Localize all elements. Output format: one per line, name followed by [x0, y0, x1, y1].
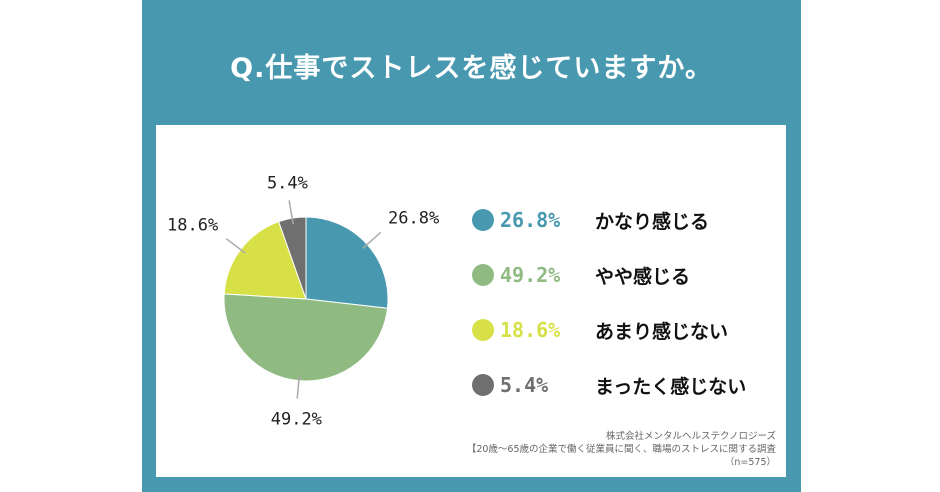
legend-item: 18.6% あまり感じない [472, 315, 728, 345]
legend-swatch [472, 319, 494, 341]
legend-swatch [472, 374, 494, 396]
slice-label: 49.2% [271, 410, 322, 430]
pie-chart: 26.8% 49.2% 18.6% 5.4% [167, 174, 439, 430]
slice-label: 18.6% [167, 216, 218, 236]
legend-value: 26.8% [500, 208, 561, 232]
legend-label: かなり感じる [595, 210, 710, 233]
source-note: 株式会社メンタルヘルステクノロジーズ 【20歳～65歳の企業で働く従業員に聞く、… [467, 430, 776, 469]
source-survey: 【20歳～65歳の企業で働く従業員に聞く、職場のストレスに関する調査 [466, 444, 776, 455]
legend-label: やや感じる [595, 265, 691, 288]
leader-line [362, 231, 382, 249]
legend-value: 49.2% [500, 263, 561, 287]
leader-line [225, 238, 246, 254]
chart-card: 26.8% 49.2% 18.6% 5.4% 26.8% かなり感じる 49.2% やや感じ… [156, 125, 786, 477]
figure-frame: Q.仕事でストレスを感じていますか。 26.8% 49.2% 18.6% 5.4% 2… [142, 0, 801, 492]
slice-label: 26.8% [388, 209, 439, 229]
chart-title: Q.仕事でストレスを感じていますか。 [230, 53, 713, 84]
leader-line [296, 374, 301, 399]
source-sample: （n=575） [724, 457, 776, 468]
leader-line [288, 200, 294, 225]
source-company: 株式会社メンタルヘルステクノロジーズ [606, 431, 776, 442]
legend-item: 5.4% まったく感じない [472, 370, 746, 400]
slice-somewhat [223, 293, 389, 382]
legend-swatch [472, 209, 494, 231]
legend-item: 26.8% かなり感じる [472, 205, 709, 235]
legend-value: 5.4% [500, 373, 549, 397]
slice-very [305, 216, 389, 309]
legend-swatch [472, 264, 494, 286]
slice-label: 5.4% [267, 174, 308, 194]
legend-item: 49.2% やや感じる [472, 260, 690, 290]
legend-value: 18.6% [500, 318, 561, 342]
legend-label: あまり感じない [595, 320, 729, 343]
legend-label: まったく感じない [595, 375, 747, 398]
